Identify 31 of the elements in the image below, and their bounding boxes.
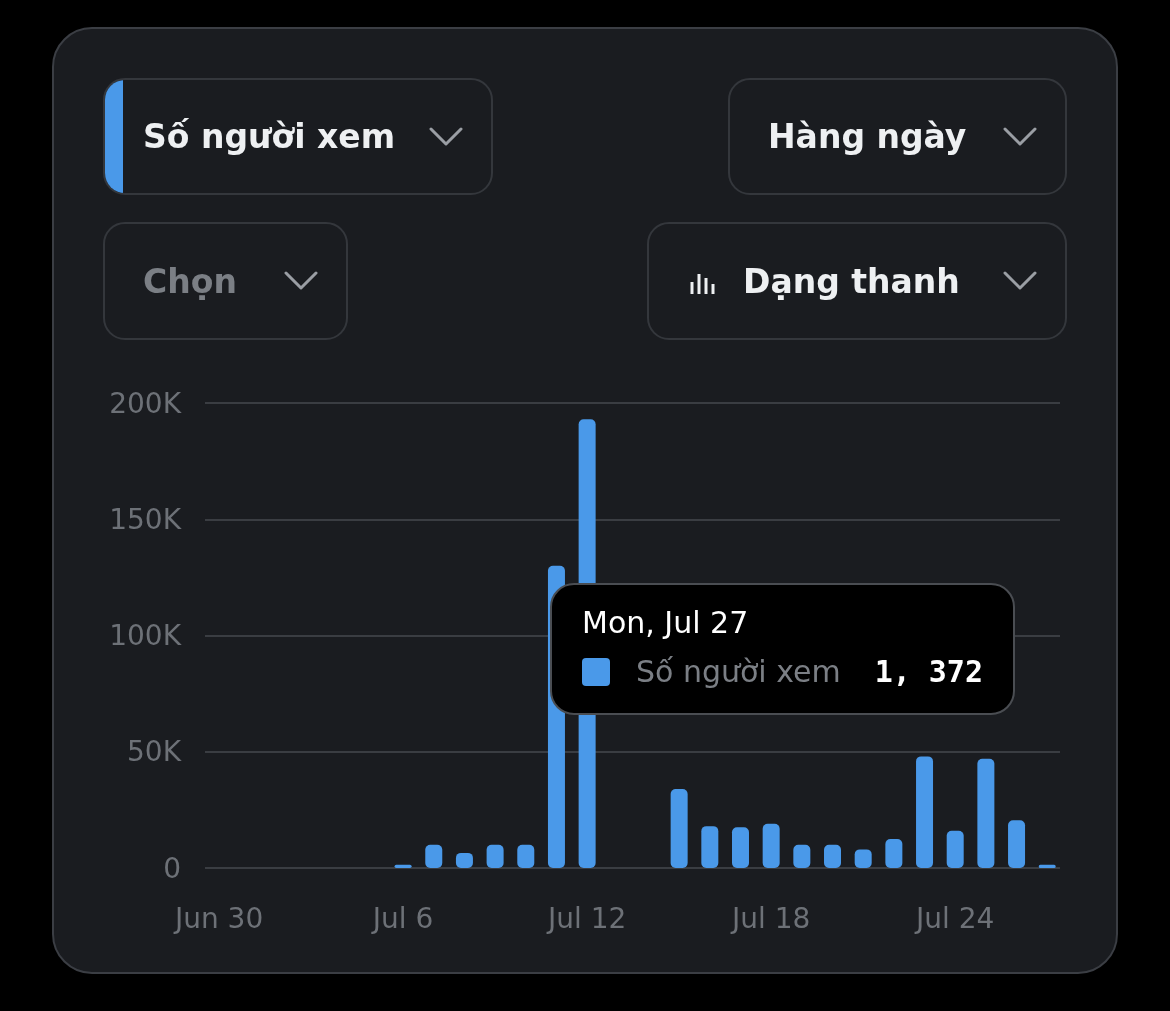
bar (946, 830, 964, 868)
bar (793, 844, 811, 868)
bar (731, 827, 749, 868)
y-tick-label: 200K (109, 386, 182, 420)
dropdown: Số người xem (103, 78, 493, 195)
x-tick-label: Jul 24 (914, 901, 995, 935)
x-tick-label: Jun 30 (172, 901, 264, 935)
dropdown: Dạng thanh (647, 222, 1067, 340)
bar (517, 844, 535, 868)
bar (425, 844, 443, 868)
x-tick-label: Jul 18 (730, 901, 811, 935)
bar (1008, 820, 1026, 868)
bar (486, 844, 504, 868)
legend-label: Số người xem (636, 654, 841, 689)
y-tick-label: 150K (109, 502, 182, 536)
dropdown: Chọn (103, 222, 348, 340)
bar (885, 838, 903, 868)
y-tick-label: 100K (109, 619, 182, 652)
x-tick-label: Jul 6 (370, 901, 434, 935)
bar (670, 788, 688, 868)
bar (916, 756, 934, 868)
annotation: Mon, Jul 27 (582, 605, 750, 640)
y-tick-label: 0 (163, 851, 181, 885)
bar (824, 844, 842, 868)
annotation: 1, 372 (874, 654, 983, 689)
bar (701, 826, 719, 868)
bar (977, 758, 995, 868)
y-tick-label: 50K (127, 735, 182, 769)
dropdown: Hàng ngày (728, 78, 1067, 195)
bar (762, 823, 780, 868)
x-tick-label: Jul 12 (545, 901, 627, 935)
